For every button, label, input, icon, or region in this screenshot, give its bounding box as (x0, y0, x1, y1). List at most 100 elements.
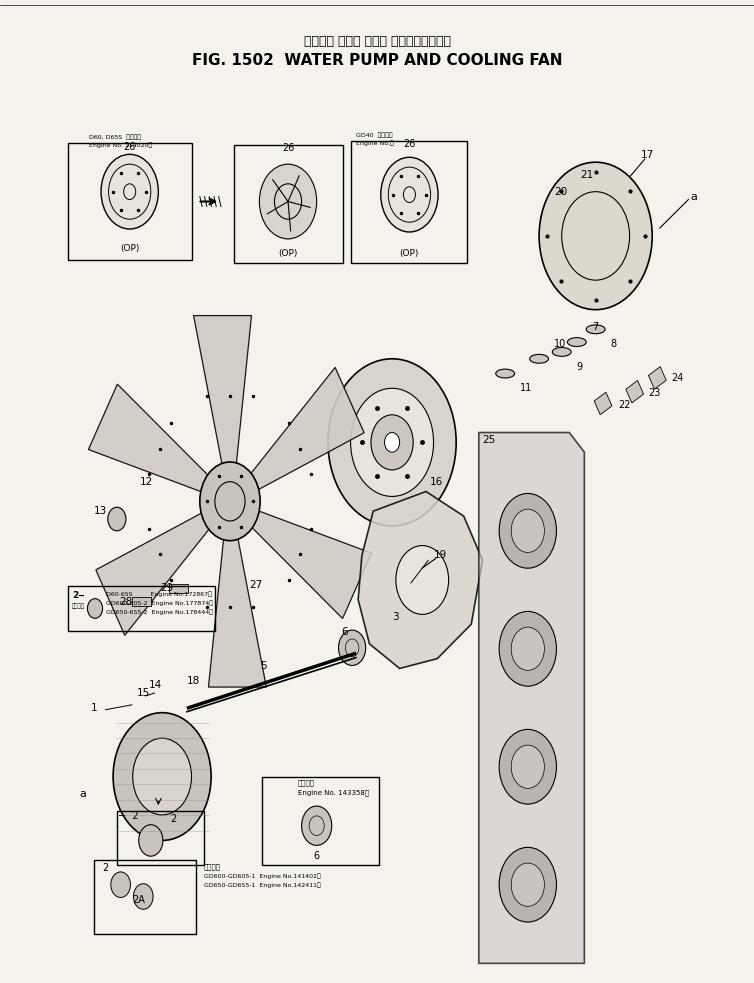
Circle shape (328, 359, 456, 526)
Circle shape (113, 713, 211, 840)
Text: 適用番号: 適用番号 (298, 780, 315, 786)
Text: Engine No.〜: Engine No.〜 (356, 141, 394, 146)
Text: Engine No. 143358〜: Engine No. 143358〜 (298, 789, 369, 796)
Bar (117, 811, 204, 865)
Circle shape (511, 627, 544, 670)
Text: 17: 17 (641, 150, 654, 160)
Text: 適用番号: 適用番号 (72, 604, 84, 609)
Text: 14: 14 (149, 680, 163, 690)
Bar (648, 367, 667, 389)
Polygon shape (88, 384, 219, 497)
Text: −  2: − 2 (118, 811, 139, 821)
Text: D60, D65S  適用番号: D60, D65S 適用番号 (89, 134, 141, 140)
Text: 28: 28 (119, 597, 133, 607)
Circle shape (499, 847, 556, 922)
Text: 6: 6 (314, 851, 320, 861)
Bar (68, 586, 215, 631)
Polygon shape (241, 368, 364, 497)
Text: 6: 6 (342, 627, 348, 637)
Circle shape (339, 630, 366, 665)
Text: 26: 26 (124, 143, 136, 152)
Text: FIG. 1502  WATER PUMP AND COOLING FAN: FIG. 1502 WATER PUMP AND COOLING FAN (192, 53, 562, 69)
Bar (132, 597, 151, 606)
Polygon shape (96, 505, 219, 635)
Text: GD600-GD605-1  Engine No.141402〜: GD600-GD605-1 Engine No.141402〜 (204, 874, 320, 880)
Polygon shape (208, 520, 266, 687)
Text: 16: 16 (430, 477, 443, 487)
Text: ウォータ ポンプ および クーリングファン: ウォータ ポンプ および クーリングファン (304, 34, 450, 48)
Text: 29: 29 (161, 583, 174, 593)
Circle shape (133, 738, 192, 815)
Text: 26: 26 (403, 140, 415, 149)
Circle shape (539, 162, 652, 310)
Circle shape (396, 546, 449, 614)
Text: 18: 18 (187, 676, 201, 686)
Circle shape (511, 863, 544, 906)
Text: 23: 23 (648, 388, 661, 398)
Circle shape (87, 599, 103, 618)
Circle shape (133, 884, 153, 909)
Ellipse shape (496, 369, 514, 377)
Circle shape (101, 154, 158, 229)
Circle shape (111, 872, 130, 897)
Text: (OP): (OP) (278, 249, 298, 258)
Bar (94, 860, 196, 934)
Text: 2A: 2A (132, 895, 145, 904)
Text: 19: 19 (434, 550, 447, 560)
Circle shape (351, 388, 434, 496)
Polygon shape (479, 433, 584, 963)
Text: 13: 13 (94, 506, 108, 516)
Text: 27: 27 (249, 580, 262, 590)
Bar (262, 777, 379, 865)
Polygon shape (194, 316, 252, 483)
Text: GD600-605-2  Engine No.177874〜: GD600-605-2 Engine No.177874〜 (106, 601, 213, 607)
Bar (169, 584, 188, 593)
Text: 2‒: 2‒ (72, 591, 85, 600)
Circle shape (499, 729, 556, 804)
Text: Engine No. 114020〜: Engine No. 114020〜 (89, 143, 152, 148)
Text: a: a (690, 192, 697, 202)
Text: 15: 15 (137, 688, 151, 698)
Bar (626, 380, 644, 403)
Ellipse shape (529, 355, 548, 364)
Text: 適用番号: 適用番号 (204, 863, 221, 870)
Ellipse shape (568, 338, 587, 347)
Text: 7: 7 (592, 322, 598, 332)
Bar (68, 143, 192, 260)
Circle shape (511, 745, 544, 788)
Text: 1: 1 (90, 703, 97, 713)
Text: 3: 3 (392, 612, 399, 622)
Text: 2: 2 (102, 863, 108, 873)
Circle shape (385, 433, 400, 452)
Text: 22: 22 (618, 400, 631, 410)
Text: 25: 25 (483, 435, 496, 445)
Text: 12: 12 (139, 477, 153, 487)
Polygon shape (241, 505, 372, 618)
Text: 2: 2 (170, 814, 176, 824)
Text: GD40  適用番号: GD40 適用番号 (356, 132, 393, 138)
Text: (OP): (OP) (400, 249, 419, 258)
Text: GD650-GD655-1  Engine No.142411〜: GD650-GD655-1 Engine No.142411〜 (204, 883, 320, 889)
Text: a: a (79, 789, 86, 799)
Text: 21: 21 (581, 170, 594, 180)
Bar (234, 145, 343, 263)
Circle shape (302, 806, 332, 845)
Circle shape (499, 611, 556, 686)
Text: 5: 5 (260, 662, 267, 671)
Circle shape (200, 462, 260, 541)
Text: 24: 24 (671, 374, 683, 383)
Bar (594, 392, 612, 415)
Text: D60-65S         Engine No.172867〜: D60-65S Engine No.172867〜 (106, 592, 211, 598)
Circle shape (259, 164, 317, 239)
Circle shape (108, 507, 126, 531)
Circle shape (499, 493, 556, 568)
Circle shape (381, 157, 438, 232)
Ellipse shape (552, 347, 572, 357)
Text: (OP): (OP) (120, 244, 139, 253)
Ellipse shape (587, 325, 605, 334)
Bar (351, 141, 467, 263)
Text: 11: 11 (520, 383, 532, 393)
Text: 20: 20 (554, 187, 567, 197)
Circle shape (511, 509, 544, 552)
Text: 9: 9 (577, 362, 583, 372)
